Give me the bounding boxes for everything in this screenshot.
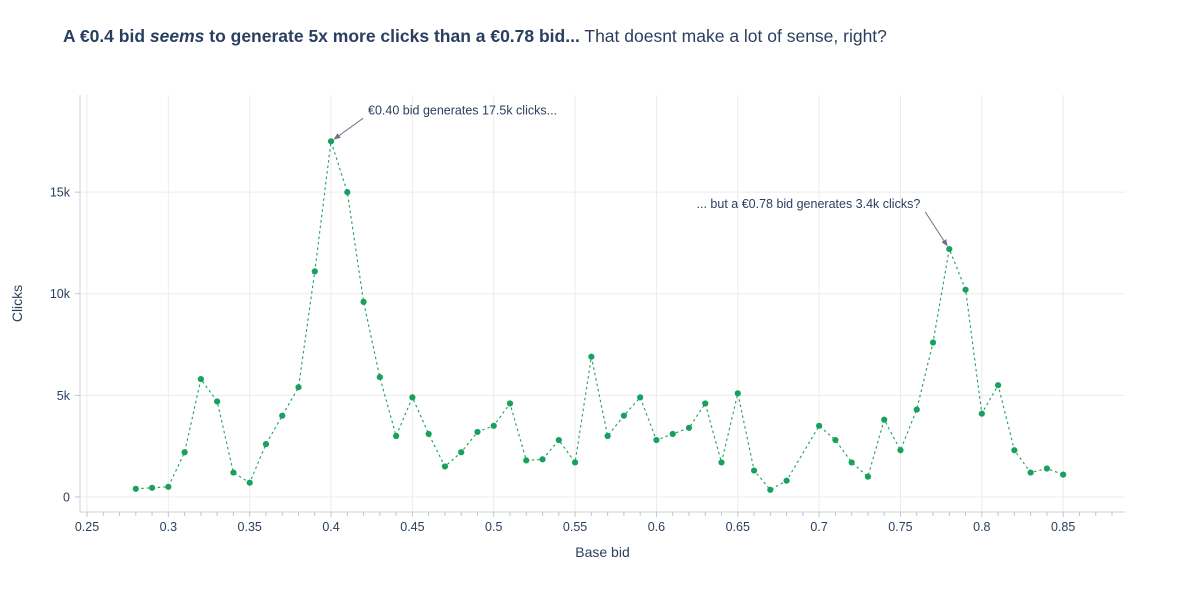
annotation-text-2: ... but a €0.78 bid generates 3.4k click… [697, 197, 921, 211]
data-point [881, 416, 888, 423]
data-point [718, 459, 725, 466]
data-point [913, 406, 920, 413]
data-point [311, 268, 318, 275]
data-point [295, 384, 302, 391]
data-point [181, 449, 188, 456]
data-point [230, 469, 237, 476]
title-bold-suffix: to generate 5x more clicks than a €0.78 … [204, 26, 580, 46]
data-point [897, 447, 904, 454]
data-point [1060, 471, 1067, 478]
data-point [279, 412, 286, 419]
data-point [653, 436, 660, 444]
data-point [702, 400, 709, 407]
data-point [262, 441, 270, 448]
data-point [148, 484, 156, 491]
data-point [929, 339, 937, 346]
x-axis-title: Base bid [575, 544, 629, 560]
data-point [734, 390, 741, 397]
annotation-arrowhead-2 [941, 239, 948, 247]
x-tick-label: 0.35 [238, 520, 262, 534]
data-point [767, 486, 774, 493]
data-point [571, 459, 579, 466]
x-tick-label: 0.5 [485, 520, 502, 534]
data-point [425, 430, 432, 438]
data-point [490, 422, 497, 429]
annotation-arrowhead-1 [333, 133, 341, 140]
data-point [246, 479, 253, 486]
data-point [848, 459, 855, 466]
annotation-arrow-2 [924, 211, 945, 241]
y-axis-title: Clicks [9, 285, 25, 322]
data-point [523, 457, 530, 464]
title-normal-suffix: That doesnt make a lot of sense, right? [579, 26, 887, 46]
x-tick-label: 0.45 [400, 520, 424, 534]
data-point [1043, 465, 1051, 472]
data-point [197, 375, 204, 383]
x-tick-label: 0.75 [888, 520, 912, 534]
data-point [669, 430, 676, 438]
data-point [783, 477, 790, 484]
x-tick-label: 0.25 [75, 520, 99, 534]
data-point [360, 298, 367, 305]
title-italic-word: seems [149, 26, 205, 46]
data-point [506, 400, 514, 407]
data-point [864, 473, 872, 480]
data-point [978, 410, 985, 417]
data-point [132, 485, 139, 492]
data-point [539, 456, 546, 463]
data-point [685, 424, 693, 431]
title-bold-prefix: A €0.4 bid [63, 26, 150, 46]
data-point [555, 436, 562, 444]
data-point [214, 398, 221, 405]
data-point [604, 432, 611, 440]
data-point [458, 449, 465, 456]
x-tick-label: 0.3 [160, 520, 177, 534]
series-line [135, 141, 1064, 491]
data-point [816, 422, 823, 429]
data-point [588, 353, 595, 360]
x-tick-label: 0.7 [810, 520, 827, 534]
x-tick-label: 0.65 [726, 520, 750, 534]
data-point [165, 483, 172, 490]
x-tick-label: 0.8 [973, 520, 990, 534]
x-tick-label: 0.4 [322, 520, 339, 534]
y-tick-label: 0 [63, 490, 70, 504]
data-point [441, 463, 449, 470]
x-tick-label: 0.85 [1051, 520, 1075, 534]
data-point [327, 138, 335, 145]
data-point [409, 394, 416, 401]
y-tick-label: 5k [57, 389, 71, 403]
chart-title: A €0.4 bid seems to generate 5x more cli… [63, 26, 887, 47]
y-tick-label: 15k [50, 186, 71, 200]
data-point [474, 428, 481, 436]
data-point [750, 467, 758, 474]
data-point [344, 189, 351, 196]
x-tick-label: 0.55 [563, 520, 587, 534]
data-point [1027, 469, 1034, 476]
data-point [1011, 447, 1018, 454]
data-point [376, 373, 383, 381]
data-point [994, 382, 1002, 389]
data-point [946, 245, 953, 253]
y-tick-label: 10k [50, 287, 71, 301]
x-tick-label: 0.6 [648, 520, 665, 534]
annotation-arrow-1 [338, 117, 364, 136]
data-point [393, 432, 400, 440]
data-point [637, 394, 644, 401]
annotation-text-1: €0.40 bid generates 17.5k clicks... [368, 103, 557, 117]
data-point [832, 436, 839, 444]
data-point [620, 412, 627, 419]
data-point [962, 286, 969, 293]
